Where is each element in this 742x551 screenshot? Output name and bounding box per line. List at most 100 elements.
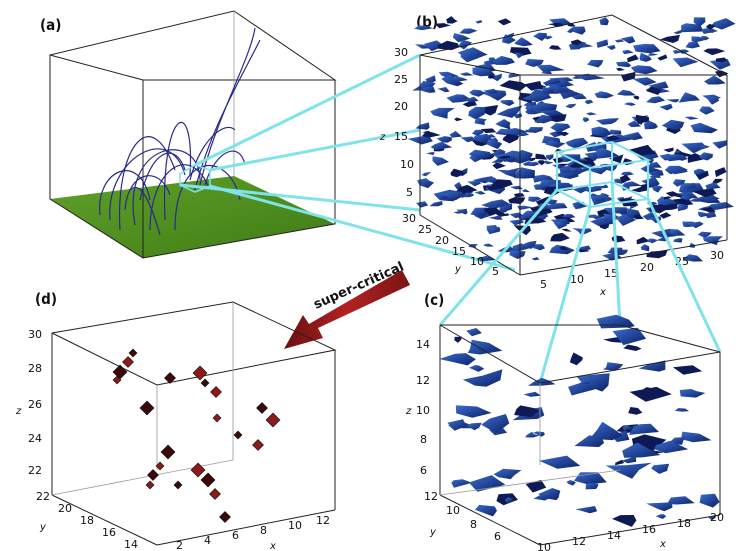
isosurface-patch	[415, 122, 430, 130]
isosurface-patch	[681, 182, 697, 190]
isosurface-patch	[460, 48, 484, 63]
isosurface-patch	[676, 191, 699, 200]
super-critical-arrow: super-critical	[284, 259, 410, 349]
isosurface-patch	[697, 231, 712, 238]
svg-text:20: 20	[710, 511, 724, 524]
isosurface-patch	[687, 221, 704, 229]
isosurface-patch	[705, 182, 721, 190]
isosurface-patch	[596, 39, 609, 48]
isosurface-patch	[497, 167, 521, 178]
isosurface-patch	[589, 421, 623, 441]
isosurface-patch	[651, 463, 670, 474]
isosurface-patch	[597, 209, 617, 218]
isosurface-patch	[627, 54, 639, 63]
isosurface-patch	[666, 99, 679, 103]
isosurface-patch	[699, 493, 720, 508]
isosurface-patch	[550, 123, 571, 133]
svg-text:12: 12	[572, 535, 586, 548]
critical-cell	[122, 356, 134, 368]
svg-text:x: x	[269, 541, 276, 551]
isosurface-patch	[632, 44, 661, 54]
isosurface-patch	[659, 34, 680, 43]
isosurface-patch	[677, 203, 689, 212]
svg-text:20: 20	[435, 234, 449, 247]
panel-c-label: (c)	[424, 291, 444, 309]
isosurface-patch	[599, 223, 609, 230]
isosurface-patch	[679, 389, 706, 398]
isosurface-patch	[592, 185, 609, 189]
isosurface-patch	[462, 369, 503, 387]
critical-cell	[147, 469, 159, 481]
critical-cell	[252, 439, 264, 451]
isosurface-patch	[509, 212, 523, 219]
isosurface-patch	[674, 408, 689, 412]
isosurface-patch	[627, 120, 642, 128]
isosurface-patch	[570, 39, 583, 46]
isosurface-patch	[482, 88, 498, 94]
isosurface-patch	[441, 74, 464, 87]
isosurface-patch	[434, 23, 451, 29]
isosurface-patch	[641, 177, 660, 188]
isosurface-patch	[436, 136, 452, 143]
isosurface-patch	[596, 314, 635, 329]
isosurface-patch	[426, 152, 435, 155]
svg-text:14: 14	[124, 538, 138, 551]
isosurface-patch	[655, 205, 665, 211]
isosurface-patch	[517, 205, 533, 211]
svg-text:10: 10	[470, 255, 484, 268]
isosurface-patch	[514, 167, 535, 179]
isosurface-patch	[633, 214, 644, 220]
isosurface-patch	[468, 149, 493, 160]
isosurface-patch	[533, 184, 548, 190]
isosurface-patch	[446, 16, 458, 24]
isosurface-patch	[616, 61, 632, 68]
svg-text:30: 30	[402, 212, 416, 225]
svg-text:5: 5	[492, 265, 499, 278]
panel-b: (b) 30 25 20 15 10 5 z 30 25 20	[379, 13, 736, 298]
isosurface-patch	[621, 71, 636, 82]
isosurface-patch	[584, 99, 594, 105]
isosurface-patch	[681, 142, 707, 154]
isosurface-patch	[471, 129, 484, 136]
isosurface-patch	[705, 23, 716, 30]
isosurface-patch	[659, 103, 673, 111]
isosurface-patch	[565, 137, 589, 149]
isosurface-patch	[591, 126, 612, 137]
isosurface-patch	[487, 75, 496, 79]
isosurface-patch	[446, 94, 473, 103]
panel-d-x-ticks: 2 4 6 8 10 12 x	[176, 514, 330, 551]
isosurface-patch	[661, 154, 688, 162]
critical-cell	[200, 472, 216, 488]
isosurface-patch	[419, 86, 436, 93]
isosurface-patch	[596, 147, 620, 159]
panel-b-isosurfaces	[407, 16, 736, 262]
critical-cell	[256, 402, 268, 414]
isosurface-patch	[429, 201, 443, 207]
isosurface-patch	[414, 25, 434, 31]
isosurface-patch	[438, 192, 448, 199]
isosurface-patch	[493, 55, 515, 65]
isosurface-patch	[621, 456, 637, 464]
svg-text:12: 12	[424, 490, 438, 503]
isosurface-patch	[566, 480, 576, 486]
isosurface-patch	[640, 164, 661, 172]
isosurface-patch	[605, 462, 652, 479]
isosurface-patch	[430, 141, 453, 150]
isosurface-patch	[468, 244, 478, 248]
isosurface-patch	[711, 18, 736, 30]
isosurface-patch	[454, 181, 462, 190]
isosurface-patch	[475, 20, 483, 24]
isosurface-patch	[596, 118, 620, 125]
svg-text:2: 2	[176, 539, 183, 551]
isosurface-patch	[480, 128, 497, 134]
isosurface-patch	[510, 47, 532, 57]
isosurface-patch	[474, 504, 497, 517]
svg-text:16: 16	[102, 526, 116, 539]
isosurface-patch	[448, 419, 467, 431]
isosurface-patch	[609, 129, 622, 135]
isosurface-patch	[504, 497, 513, 503]
isosurface-patch	[437, 87, 450, 93]
isosurface-patch	[439, 353, 476, 366]
isosurface-patch	[664, 165, 688, 175]
